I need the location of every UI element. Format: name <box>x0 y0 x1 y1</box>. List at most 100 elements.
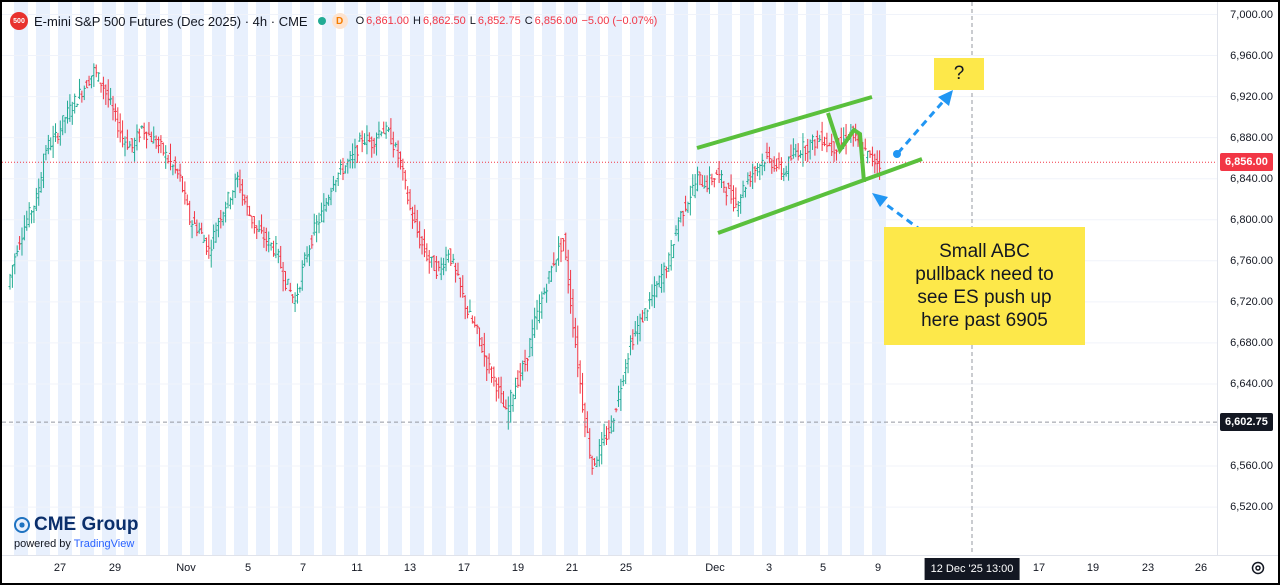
time-tick: 19 <box>511 562 525 574</box>
session-band <box>234 2 248 555</box>
session-band <box>388 2 402 555</box>
callout-note[interactable]: Small ABC pullback need to see ES push u… <box>884 227 1085 345</box>
session-band <box>872 2 886 555</box>
price-tick: 6,520.00 <box>1230 501 1273 514</box>
session-band <box>168 2 182 555</box>
session-band <box>696 2 710 555</box>
session-band <box>718 2 732 555</box>
crosshair-time-label: 12 Dec '25 13:00 <box>924 558 1020 580</box>
market-status-icon <box>317 17 326 25</box>
powered-by[interactable]: powered by TradingView <box>14 538 139 550</box>
time-axis[interactable]: 27 29 Nov 5 7 11 13 17 19 21 25 Dec 3 5 9 17 19 23 26 12 De… <box>2 555 1278 583</box>
candles <box>8 63 882 475</box>
session-band <box>344 2 358 555</box>
session-band <box>850 2 864 555</box>
time-tick: 21 <box>565 562 579 574</box>
price-chart <box>2 2 1217 555</box>
session-band <box>36 2 50 555</box>
session-band <box>212 2 226 555</box>
session-band <box>608 2 622 555</box>
open-label: O <box>355 15 365 27</box>
projection-arrow-up <box>896 96 949 154</box>
cme-branding: CME Group powered by TradingView <box>14 514 139 550</box>
session-band <box>454 2 468 555</box>
time-tick: 23 <box>1141 562 1155 574</box>
time-tick: 5 <box>244 562 252 574</box>
projection-arrow-up-head <box>938 90 953 106</box>
price-tick: 6,720.00 <box>1230 295 1273 308</box>
gear-icon[interactable] <box>1250 560 1266 576</box>
session-band <box>190 2 204 555</box>
time-tick: 5 <box>819 562 827 574</box>
cme-globe-icon <box>14 517 30 533</box>
low-label: L <box>469 15 476 27</box>
session-band <box>300 2 314 555</box>
time-tick: 25 <box>619 562 633 574</box>
session-band <box>476 2 490 555</box>
channel-upper-line <box>696 95 873 150</box>
session-band <box>520 2 534 555</box>
session-band <box>102 2 116 555</box>
session-band <box>586 2 600 555</box>
close-label: C <box>524 15 533 27</box>
symbol-logo-icon: 500 <box>10 12 28 30</box>
powered-by-text: powered by <box>14 538 71 550</box>
price-tick: 6,840.00 <box>1230 172 1273 185</box>
time-tick: 19 <box>1086 562 1100 574</box>
price-tick: 6,760.00 <box>1230 254 1273 267</box>
high-value: 6,862.50 <box>422 15 466 27</box>
crosshair-price-label: 6,602.75 <box>1220 413 1273 432</box>
symbol-title[interactable]: E-mini S&P 500 Futures (Dec 2025) · 4h ·… <box>34 13 308 29</box>
tradingview-link[interactable]: TradingView <box>73 538 135 550</box>
change-value: −5.00 (−0.07%) <box>581 15 658 27</box>
session-band <box>146 2 160 555</box>
session-band <box>674 2 688 555</box>
chart-plot-area[interactable]: 500 E-mini S&P 500 Futures (Dec 2025) · … <box>2 2 1217 555</box>
time-tick: 11 <box>351 562 363 574</box>
delayed-data-badge[interactable]: D <box>331 13 348 29</box>
cme-logo-text: CME Group <box>34 514 139 535</box>
cme-logo: CME Group <box>14 514 139 536</box>
session-band <box>14 2 28 555</box>
session-band <box>322 2 336 555</box>
price-tick: 7,000.00 <box>1230 8 1273 21</box>
abc-pattern-line <box>826 112 866 183</box>
price-tick: 6,680.00 <box>1230 336 1273 349</box>
low-value: 6,852.75 <box>477 15 521 27</box>
symbol-legend[interactable]: 500 E-mini S&P 500 Futures (Dec 2025) · … <box>10 12 661 30</box>
time-tick: 9 <box>874 562 882 574</box>
session-bands <box>14 2 886 555</box>
price-tick: 6,960.00 <box>1230 49 1273 62</box>
time-tick: 26 <box>1194 562 1208 574</box>
time-tick: Dec <box>705 562 725 574</box>
time-tick: 17 <box>457 562 471 574</box>
session-band <box>366 2 380 555</box>
session-band <box>256 2 270 555</box>
session-band <box>124 2 138 555</box>
price-tick: 6,800.00 <box>1230 213 1273 226</box>
session-band <box>410 2 424 555</box>
price-tick: 6,920.00 <box>1230 90 1273 103</box>
session-band <box>80 2 94 555</box>
time-tick: 27 <box>53 562 67 574</box>
session-band <box>762 2 776 555</box>
callout-arrow-head <box>872 193 888 207</box>
time-tick: 29 <box>108 562 122 574</box>
session-band <box>784 2 798 555</box>
time-tick: 7 <box>299 562 307 574</box>
price-tick: 6,640.00 <box>1230 377 1273 390</box>
projection-arrow-up-anchor <box>893 150 901 158</box>
price-axis[interactable]: 7,000.00 6,960.00 6,920.00 6,880.00 6,840.00… <box>1217 2 1278 555</box>
session-band <box>806 2 820 555</box>
session-band <box>740 2 754 555</box>
session-band <box>432 2 446 555</box>
time-tick: Nov <box>176 562 196 574</box>
last-price-label: 6,856.00 <box>1220 153 1273 172</box>
session-band <box>498 2 512 555</box>
channel-lower-line <box>717 157 923 235</box>
question-note[interactable]: ? <box>934 58 984 90</box>
time-tick: 13 <box>403 562 417 574</box>
time-tick: 17 <box>1032 562 1046 574</box>
high-label: H <box>412 15 421 27</box>
price-tick: 6,880.00 <box>1230 131 1273 144</box>
